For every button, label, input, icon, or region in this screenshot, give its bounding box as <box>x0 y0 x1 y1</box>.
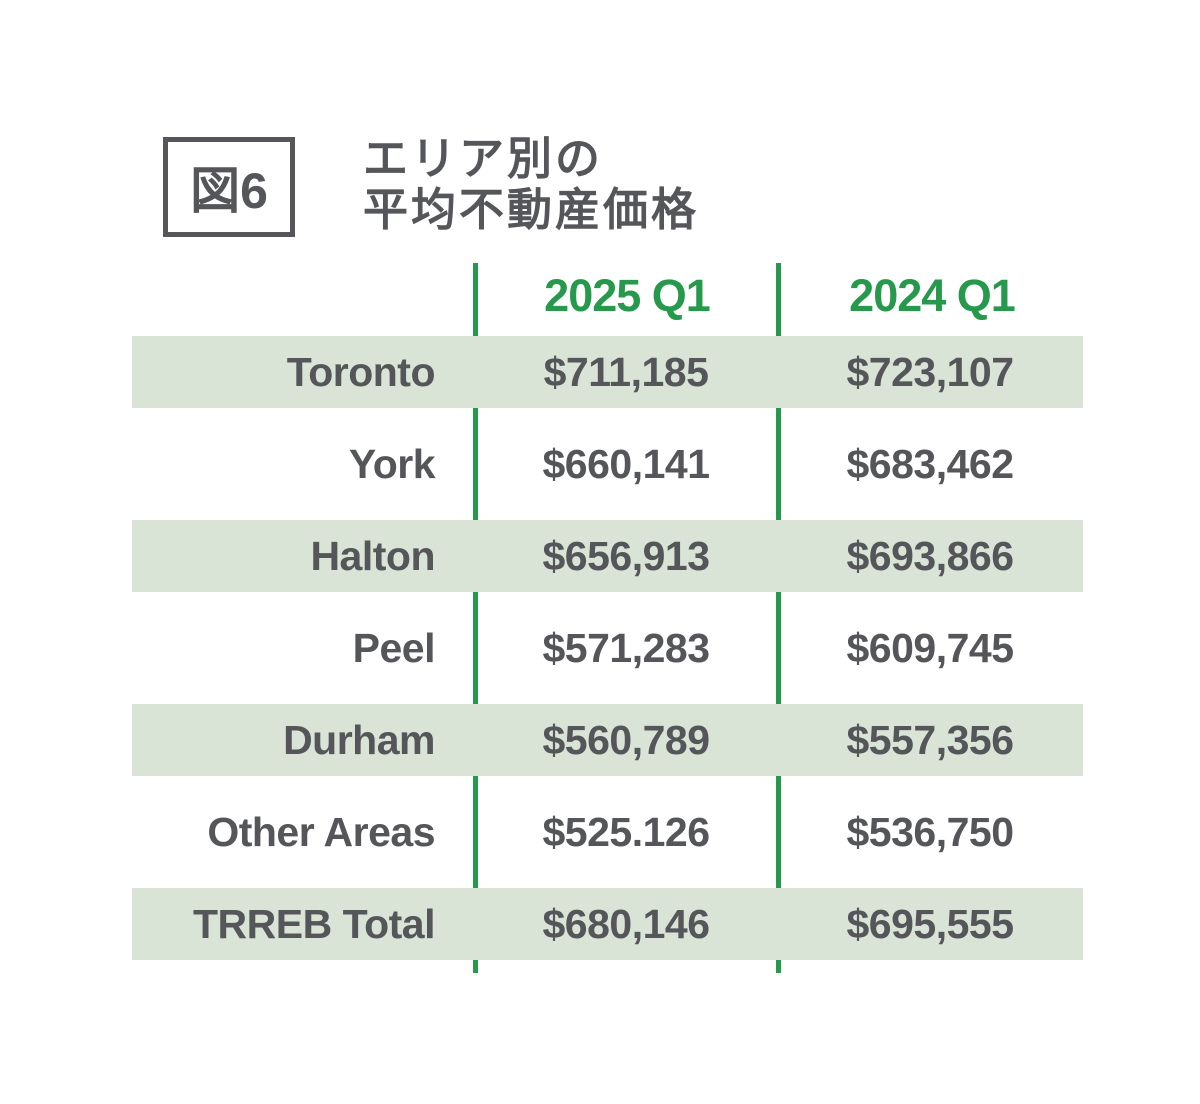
column-divider-left <box>473 263 478 973</box>
value-2025-q1: $660,141 <box>542 440 710 487</box>
table-row: TRREB Total $680,146 $695,555 <box>132 878 1083 970</box>
table-row: Durham $560,789 $557,356 <box>132 694 1083 786</box>
column-header-2024-q1: 2024 Q1 <box>849 270 1016 321</box>
figure-title-line1: エリア別の <box>363 133 604 184</box>
price-table: Toronto $711,185 $723,107 York $660,141 … <box>132 326 1083 970</box>
area-label: Toronto <box>286 348 436 395</box>
value-2024-q1: $723,107 <box>846 348 1014 395</box>
value-2024-q1: $536,750 <box>846 808 1014 855</box>
value-2025-q1: $711,185 <box>543 348 709 395</box>
area-label: Durham <box>283 716 435 763</box>
value-2024-q1: $609,745 <box>846 624 1014 671</box>
value-2025-q1: $656,913 <box>542 532 710 579</box>
area-label: Halton <box>310 532 435 579</box>
column-header-2025-q1: 2025 Q1 <box>544 270 711 321</box>
value-2024-q1: $693,866 <box>846 532 1014 579</box>
value-2025-q1: $680,146 <box>542 900 710 947</box>
area-label: Other Areas <box>207 808 435 855</box>
value-2025-q1: $525.126 <box>542 808 710 855</box>
area-label: TRREB Total <box>192 900 436 947</box>
value-2024-q1: $695,555 <box>846 900 1014 947</box>
figure-title: エリア別の 平均不動産価格 <box>363 133 699 235</box>
column-divider-right <box>776 263 781 973</box>
table-row: Halton $656,913 $693,866 <box>132 510 1083 602</box>
area-label: York <box>348 440 436 487</box>
figure-label-box: 図6 <box>163 137 295 237</box>
table-row: Peel $571,283 $609,745 <box>132 602 1083 694</box>
value-2024-q1: $557,356 <box>846 716 1014 763</box>
table-row: York $660,141 $683,462 <box>132 418 1083 510</box>
area-label: Peel <box>352 624 436 671</box>
value-2025-q1: $571,283 <box>542 624 710 671</box>
table-row: Toronto $711,185 $723,107 <box>132 326 1083 418</box>
value-2024-q1: $683,462 <box>846 440 1014 487</box>
table-row: Other Areas $525.126 $536,750 <box>132 786 1083 878</box>
value-2025-q1: $560,789 <box>542 716 710 763</box>
figure-title-line2: 平均不動産価格 <box>363 184 700 235</box>
figure-label: 図6 <box>190 163 268 219</box>
